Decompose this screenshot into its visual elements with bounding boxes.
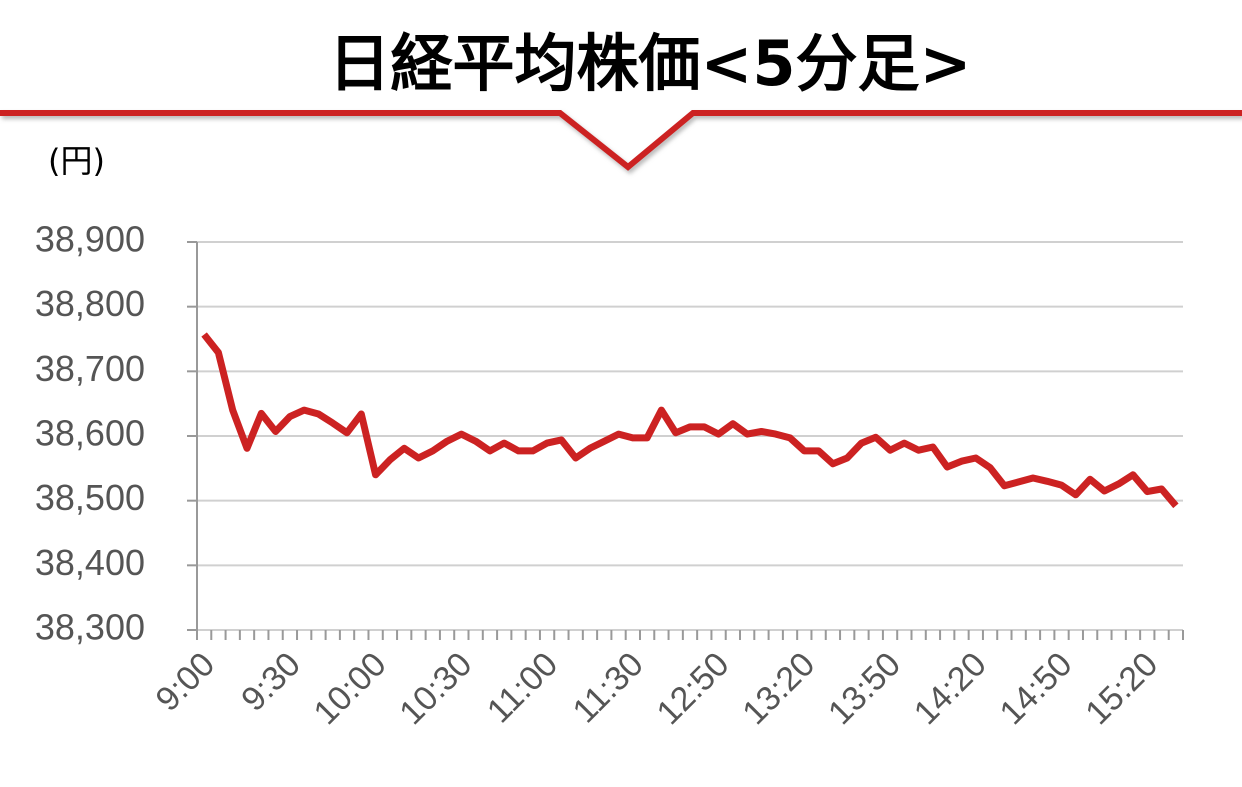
x-tick-label: 14:50 <box>993 645 1080 732</box>
y-tick-label: 38,600 <box>35 413 145 454</box>
x-tick-label: 10:00 <box>307 645 394 732</box>
y-tick-label: 38,800 <box>35 283 145 324</box>
x-tick-label: 9:00 <box>148 645 222 719</box>
x-tick-label: 9:30 <box>234 645 308 719</box>
y-tick-label: 38,700 <box>35 348 145 389</box>
price-line <box>201 332 1179 509</box>
y-tick-label: 38,900 <box>35 219 145 260</box>
x-tick-label: 15:20 <box>1078 645 1165 732</box>
chart-title: 日経平均株価<5分足> <box>328 27 971 100</box>
x-tick-label: 14:20 <box>907 645 994 732</box>
x-tick-label: 13:50 <box>821 645 908 732</box>
x-tick-label: 11:00 <box>480 645 565 730</box>
y-tick-label: 38,500 <box>35 477 145 518</box>
header-rule <box>0 110 1242 171</box>
x-tick-label: 11:30 <box>566 645 651 730</box>
x-tick-label: 13:20 <box>735 645 822 732</box>
y-axis-label: (円) <box>48 142 105 180</box>
y-tick-label: 38,300 <box>35 607 145 648</box>
x-tick-label: 10:30 <box>392 645 479 732</box>
y-tick-label: 38,400 <box>35 542 145 583</box>
x-tick-label: 12:50 <box>650 645 737 732</box>
